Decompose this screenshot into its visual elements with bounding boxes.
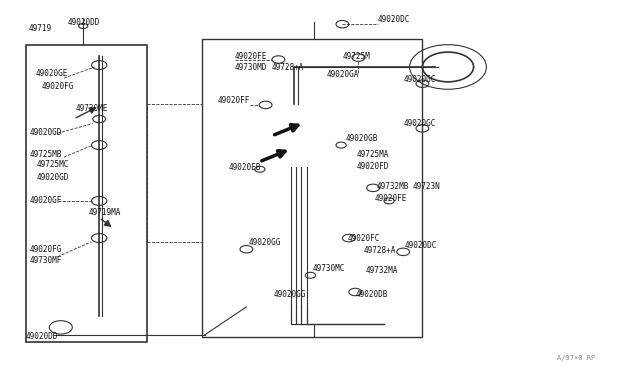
Text: 49020FG: 49020FG <box>42 81 74 90</box>
Text: 49020DB: 49020DB <box>355 290 388 299</box>
Text: 49020DD: 49020DD <box>26 331 58 340</box>
Text: 49020EB: 49020EB <box>229 163 262 172</box>
Text: 49020GD: 49020GD <box>30 128 63 137</box>
Text: 49020DD: 49020DD <box>67 18 100 27</box>
Text: 49719: 49719 <box>29 23 52 32</box>
Text: 49020FE: 49020FE <box>374 194 407 203</box>
Text: 49730ME: 49730ME <box>76 104 108 113</box>
Text: 49728+A: 49728+A <box>364 246 396 255</box>
Text: 49020DC: 49020DC <box>405 241 438 250</box>
Text: 49020FG: 49020FG <box>30 245 63 254</box>
Text: 49020GG: 49020GG <box>248 238 281 247</box>
Text: 49020GG: 49020GG <box>274 290 307 299</box>
Text: 49020FF: 49020FF <box>218 96 250 105</box>
Bar <box>26 45 147 342</box>
Text: 49020GA: 49020GA <box>326 70 359 79</box>
Text: 49725MA: 49725MA <box>357 150 390 159</box>
Text: 49020FD: 49020FD <box>357 161 390 170</box>
Text: 49020DC: 49020DC <box>378 15 410 24</box>
Text: 49020GC: 49020GC <box>403 75 436 84</box>
Text: 49732MB: 49732MB <box>376 182 409 191</box>
Text: 49725MB: 49725MB <box>30 150 63 159</box>
Text: 49725MC: 49725MC <box>36 160 69 169</box>
Text: 49730MC: 49730MC <box>312 264 345 273</box>
Text: 49020FE: 49020FE <box>235 52 268 61</box>
Text: 49719MA: 49719MA <box>88 208 121 217</box>
Text: A/97×0 RP: A/97×0 RP <box>557 355 595 361</box>
Text: 49730MD: 49730MD <box>235 63 268 72</box>
Text: 49730MF: 49730MF <box>30 256 63 265</box>
Text: 49723N: 49723N <box>413 182 440 191</box>
Bar <box>202 39 422 337</box>
Text: 49725M: 49725M <box>342 52 370 61</box>
Text: 49728+A: 49728+A <box>271 63 304 72</box>
Text: 49020GC: 49020GC <box>403 119 436 128</box>
Text: 49020GE: 49020GE <box>35 69 68 78</box>
Text: 49020FC: 49020FC <box>348 234 380 243</box>
Text: 49732MA: 49732MA <box>366 266 399 275</box>
Text: 49020GB: 49020GB <box>346 134 378 142</box>
Text: 49020GF: 49020GF <box>30 196 63 205</box>
Text: 49020GD: 49020GD <box>36 173 69 182</box>
